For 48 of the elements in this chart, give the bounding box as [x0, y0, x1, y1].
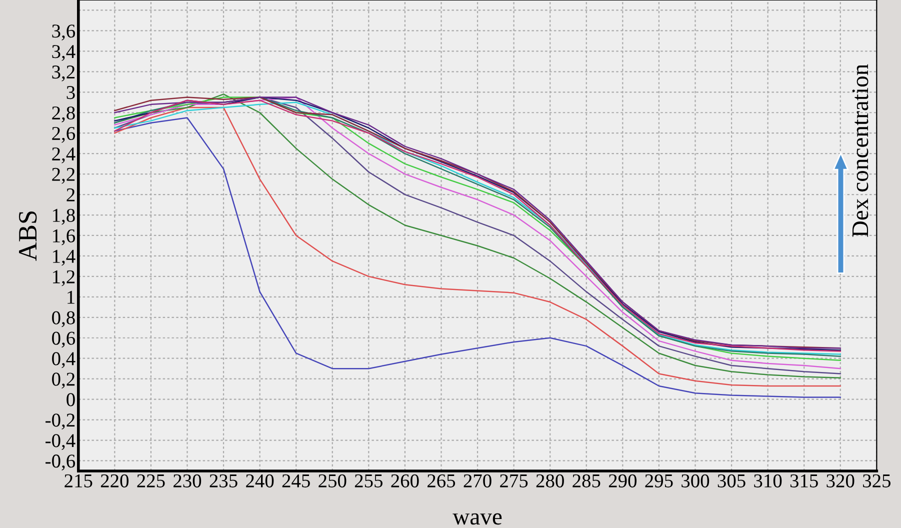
x-tick-label: 265 — [428, 474, 456, 488]
x-tick-label: 225 — [137, 474, 165, 488]
y-tick-label: 1 — [68, 290, 74, 304]
x-tick-label: 300 — [682, 474, 710, 488]
x-tick-label: 270 — [464, 474, 492, 488]
x-tick-label: 285 — [572, 474, 600, 488]
y-tick-label: 0,6 — [52, 332, 76, 348]
x-tick-label: 255 — [354, 474, 382, 488]
x-tick-label: 280 — [536, 474, 564, 488]
y-tick-label: -0,6 — [46, 454, 76, 470]
annotation: Dex concentration — [852, 64, 868, 237]
x-tick-label: 240 — [246, 474, 274, 488]
x-tick-label: 235 — [210, 474, 238, 488]
y-tick-label: 2,2 — [52, 168, 75, 184]
x-tick-label: 230 — [174, 474, 202, 488]
y-tick-label: 0 — [66, 393, 75, 406]
y-tick-label: 3,4 — [52, 45, 76, 61]
y-tick-label: 0,4 — [52, 352, 76, 368]
y-tick-label: 2 — [66, 188, 75, 202]
y-tick-label: 2,4 — [52, 147, 76, 164]
y-tick-label: 0,2 — [52, 372, 75, 389]
x-tick-label: 275 — [500, 474, 528, 488]
y-tick-label: -0,2 — [46, 414, 75, 430]
x-tick-label: 215 — [64, 474, 92, 488]
y-tick-label: 1,8 — [53, 208, 75, 225]
y-tick-label: 1,6 — [53, 229, 76, 246]
y-tick-label: 3,2 — [52, 66, 75, 82]
y-tick-label: 3 — [66, 86, 75, 100]
x-tick-label: 315 — [790, 474, 818, 488]
y-tick-label: -0,4 — [46, 434, 76, 450]
x-tick-label: 260 — [391, 474, 419, 488]
x-tick-label: 245 — [282, 474, 310, 488]
y-tick-label: 1,4 — [53, 250, 76, 266]
x-tick-label: 220 — [100, 474, 129, 488]
y-tick-label: 0,8 — [52, 311, 75, 328]
x-tick-label: 295 — [645, 474, 673, 488]
x-tick-label: 250 — [318, 474, 346, 488]
y-tick-label: 2,6 — [52, 126, 76, 143]
x-axis-title: wave — [452, 513, 502, 525]
x-tick-label: 320 — [826, 474, 854, 488]
y-tick-label: 2,8 — [52, 106, 75, 122]
x-tick-label: 290 — [608, 474, 637, 488]
y-tick-label: 3,6 — [52, 24, 76, 40]
y-axis-title: ABS — [18, 211, 37, 261]
x-tick-label: 305 — [718, 474, 746, 488]
x-tick-label: 310 — [754, 474, 782, 488]
y-tick-label: 1,2 — [53, 270, 75, 286]
x-tick-label: 325 — [863, 474, 890, 488]
